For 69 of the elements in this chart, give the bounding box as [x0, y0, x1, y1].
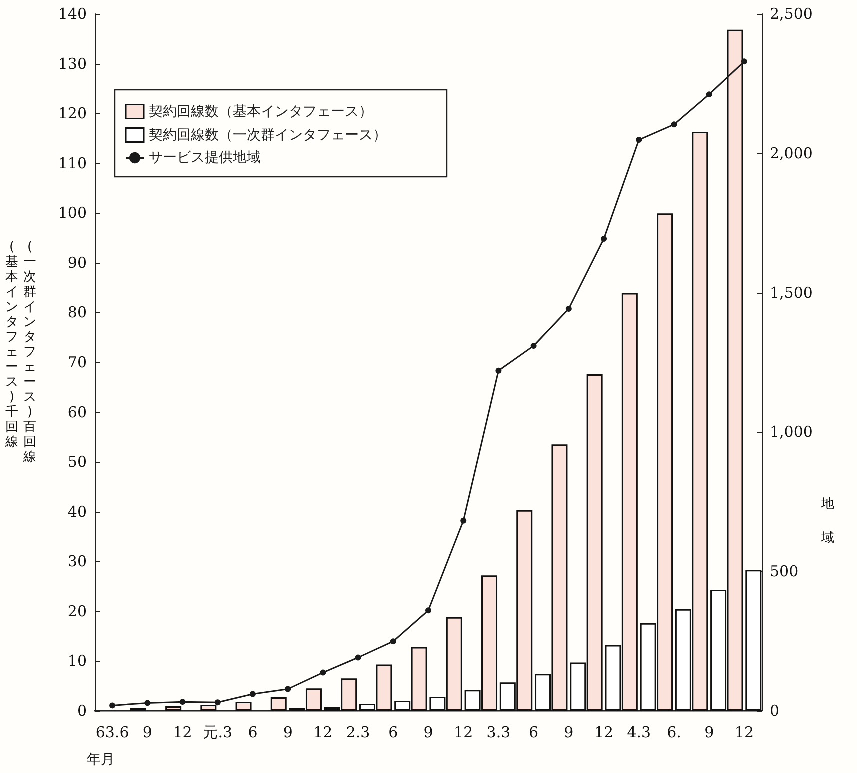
x-tick-label: 3.3	[486, 724, 511, 742]
text: (一次群インタフェース)百回線 (基本インタフェース)千回線	[6, 240, 36, 465]
point	[706, 92, 712, 98]
y-tick-label: 70	[68, 354, 87, 372]
point	[460, 518, 467, 524]
x-tick-label: 12	[734, 724, 754, 742]
x-tick-label: 6	[248, 724, 258, 742]
point	[636, 137, 642, 144]
point	[671, 122, 678, 128]
y-tick-label: 140	[58, 5, 87, 23]
legend-label: サービス提供地域	[149, 150, 261, 166]
point	[285, 686, 292, 692]
x-tick-label: 9	[142, 724, 152, 742]
y-tick-label: 10	[68, 652, 87, 670]
bar	[270, 698, 287, 711]
x-tick-label: 6.	[667, 724, 682, 742]
y2-tick-label: 1,500	[770, 284, 813, 302]
y-tick-label: 110	[58, 154, 87, 172]
point	[741, 58, 748, 65]
point	[110, 702, 116, 709]
point	[355, 654, 362, 661]
y-tick-label: 20	[68, 602, 87, 620]
y-tick-label: 100	[58, 204, 87, 222]
point	[320, 670, 326, 676]
x-tick-label: 9	[424, 724, 434, 742]
x-tick-label: 12	[594, 724, 614, 742]
point	[390, 638, 396, 645]
y-tick-label: 40	[68, 502, 87, 521]
x-axis-title: 年月	[87, 752, 115, 768]
y-tick-label: 30	[68, 552, 87, 571]
text: 地域	[822, 497, 834, 546]
point	[426, 608, 432, 614]
x-tick-label: 6	[529, 724, 539, 742]
x-tick-label: 元.3	[203, 724, 233, 742]
point	[144, 700, 151, 706]
x-tick-label: 12	[173, 724, 192, 742]
x-tick-label: 9	[283, 724, 293, 742]
y2-tick-label: 2,000	[770, 144, 813, 162]
x-tick-label: 12	[314, 724, 333, 742]
legend-label: 契約回線数（基本インタフェース）	[149, 104, 373, 120]
point	[530, 343, 537, 350]
y2-tick-label: 500	[770, 562, 799, 581]
x-tick-label: 4.3	[627, 724, 652, 742]
point	[496, 368, 502, 374]
y-tick-label: 0	[77, 702, 87, 720]
x-tick-label: 6	[388, 724, 398, 742]
point	[180, 699, 186, 706]
x-tick-label: 63.6	[96, 724, 130, 742]
y2-tick-label: 1,000	[770, 423, 813, 442]
y-tick-label: 80	[68, 304, 87, 322]
bar	[166, 706, 182, 711]
point	[214, 700, 221, 706]
bar	[746, 570, 762, 711]
x-tick-label: 9	[704, 724, 714, 742]
y-tick-label: 90	[68, 254, 87, 272]
x-tick-label: 2.3	[346, 724, 370, 742]
y2-tick-label: 2,500	[770, 5, 813, 23]
y-tick-label: 120	[58, 104, 87, 123]
bar	[236, 702, 252, 711]
legend-label: 契約回線数（一次群インタフェース）	[149, 127, 387, 144]
y2-tick-label: 0	[770, 702, 780, 720]
x-tick-label: 12	[454, 724, 474, 742]
y-tick-label: 130	[58, 54, 87, 73]
point	[250, 691, 256, 698]
y-tick-label: 50	[68, 453, 87, 472]
x-tick-label: 9	[564, 724, 574, 742]
point	[566, 306, 572, 312]
point	[601, 236, 608, 242]
y-tick-label: 60	[68, 403, 87, 422]
